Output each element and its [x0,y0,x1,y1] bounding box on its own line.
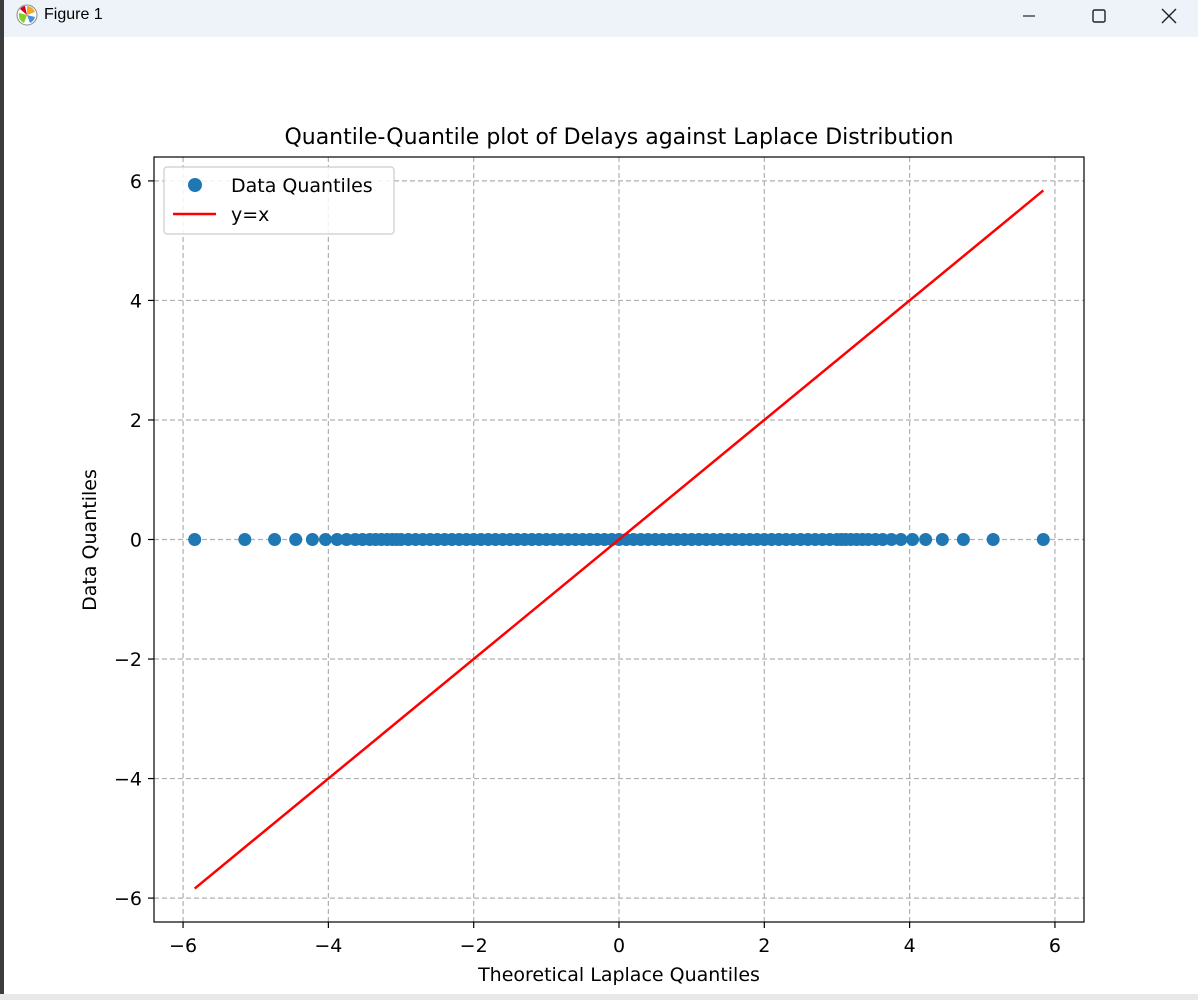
close-icon [1161,8,1177,24]
x-tick-label: −4 [314,935,342,957]
data-point [1036,533,1050,546]
data-point [305,533,319,546]
maximize-icon [1092,9,1106,23]
data-point [884,533,898,546]
data-point [268,533,282,546]
x-tick-label: 0 [613,935,625,957]
matplotlib-icon [16,4,38,26]
series-line-yx [193,189,1045,890]
data-point [935,533,949,546]
data-point [238,533,252,546]
y-tick-label: 0 [130,530,142,552]
series [188,189,1050,890]
y-tick-label: −2 [114,649,142,671]
y-tick-label: 2 [130,410,142,432]
minimize-button[interactable] [994,0,1064,32]
ticks: −6 −4 −2 0 2 4 6 −6 −4 −2 0 2 4 6 [114,171,1061,957]
y-tick-label: 6 [130,171,142,193]
data-point [919,533,933,546]
x-tick-label: 4 [904,935,916,957]
y-axis-label: Data Quantiles [79,469,101,611]
x-tick-label: −6 [169,935,197,957]
x-axis-label: Theoretical Laplace Quantiles [477,964,760,986]
x-tick-label: −2 [460,935,488,957]
data-point [906,533,920,546]
data-point [289,533,303,546]
maximize-button[interactable] [1064,0,1134,32]
title-bar[interactable]: Figure 1 [4,0,1198,37]
window-bottom-edge [0,994,1198,1000]
legend-label-yx: y=x [231,204,269,226]
minimize-icon [1023,15,1035,17]
legend-marker-data-quantiles [188,178,202,192]
data-point [318,533,332,546]
data-point [330,533,344,546]
chart-title: Quantile-Quantile plot of Delays against… [284,125,953,150]
window-left-edge [0,0,4,1000]
data-point [188,533,202,546]
legend: Data Quantiles y=x [163,166,395,235]
data-point [894,533,908,546]
x-tick-label: 6 [1049,935,1061,957]
y-tick-label: −4 [114,769,142,791]
close-button[interactable] [1134,0,1198,32]
window-title: Figure 1 [44,6,103,23]
y-tick-label: 4 [130,290,142,312]
data-point [986,533,1000,546]
legend-label-data-quantiles: Data Quantiles [231,175,373,197]
legend-box [163,166,395,235]
y-tick-label: −6 [114,888,142,910]
data-point [956,533,970,546]
x-tick-label: 2 [758,935,770,957]
